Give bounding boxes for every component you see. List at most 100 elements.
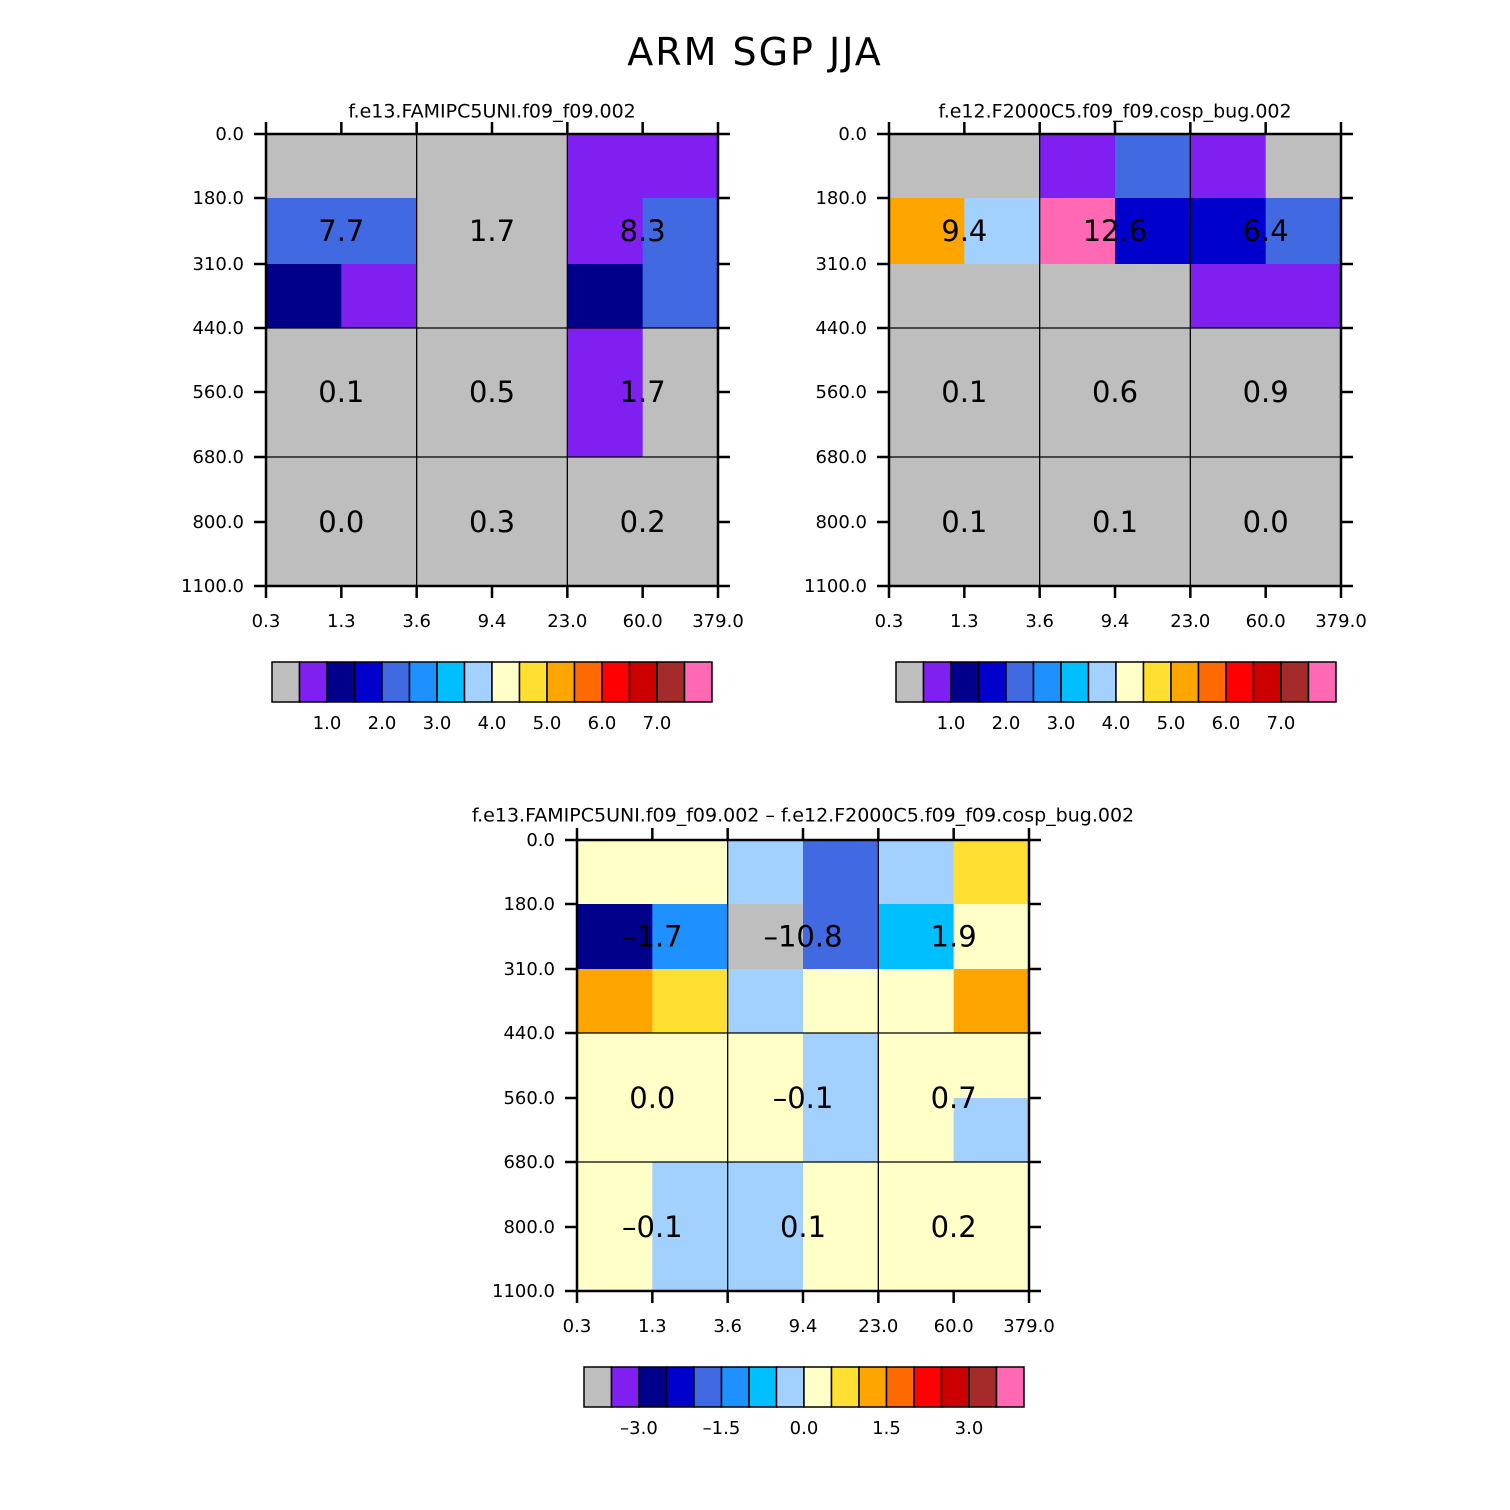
y-tick-label: 310.0: [192, 254, 244, 275]
heatmap-cell: [266, 522, 342, 587]
colorbar-label: 6.0: [1212, 713, 1241, 734]
heatmap-cell: [953, 904, 1030, 970]
colorbar-label: 3.0: [423, 713, 452, 734]
colorbar-swatch: [518, 661, 548, 703]
heatmap-cell: [1115, 264, 1191, 329]
heatmap-cell: [803, 904, 879, 970]
y-tick-label: 560.0: [192, 382, 244, 403]
colorbar-swatch: [1115, 661, 1145, 703]
heatmap-cell: [727, 969, 804, 1034]
heatmap-cell: [416, 328, 493, 393]
heatmap-cell: [577, 904, 653, 970]
heatmap-cell: [889, 457, 965, 523]
cell-value-label: –0.1: [773, 1081, 834, 1115]
colorbar-swatch: [381, 661, 411, 703]
colorbar: –3.0 –1.5 0.0 1.5 3.0: [583, 1366, 1025, 1439]
heatmap-cell: [889, 198, 965, 265]
y-tick-label: 440.0: [192, 318, 244, 339]
panel-3: f.e13.FAMIPC5UNI.f09_f09.002 – f.e12.F20…: [472, 805, 1134, 1440]
heatmap-cell: [642, 457, 719, 523]
heatmap-cell: [492, 198, 568, 265]
heatmap-cell: [266, 457, 342, 523]
colorbar-label: –1.5: [703, 1418, 741, 1439]
y-tick-label: 680.0: [503, 1152, 555, 1173]
heatmap-cell: [803, 840, 879, 905]
heatmap-cell: [953, 1162, 1030, 1228]
heatmap-cell: [341, 522, 418, 587]
panel-title: f.e13.FAMIPC5UNI.f09_f09.002 – f.e12.F20…: [472, 805, 1134, 827]
y-tick-label: 560.0: [815, 382, 867, 403]
colorbar-label: 1.5: [872, 1418, 901, 1439]
colorbar-label: 4.0: [1102, 713, 1131, 734]
heatmap-cell: [878, 969, 955, 1034]
heatmap-cell: [567, 392, 644, 458]
y-tick-label: 0.0: [838, 124, 867, 145]
colorbar-swatch: [1225, 661, 1255, 703]
heatmap-cell: [341, 134, 418, 199]
heatmap-cell: [1115, 522, 1191, 587]
colorbar: 1.0 2.0 3.0 4.0 5.0 6.0 7.0: [895, 661, 1337, 734]
colorbar-swatch: [601, 661, 631, 703]
colorbar-swatch: [1280, 661, 1310, 703]
heatmap-cell: [642, 328, 719, 393]
heatmap-cell: [878, 1227, 955, 1292]
heatmap-cell: [577, 1227, 653, 1292]
heatmap-cell: [953, 969, 1030, 1034]
colorbar-swatch: [1032, 661, 1062, 703]
cell-value-label: 0.2: [931, 1210, 977, 1244]
heatmap-cell: [341, 198, 418, 265]
colorbar-swatch: [1197, 661, 1227, 703]
x-tick-label: 1.3: [950, 611, 979, 632]
cell-value-label: 0.1: [941, 505, 987, 539]
y-tick-label: 310.0: [815, 254, 867, 275]
cell-value-label: 12.6: [1083, 214, 1148, 248]
heatmap-cell: [889, 264, 965, 329]
y-tick-label: 1100.0: [492, 1281, 555, 1302]
colorbar-label: 3.0: [1047, 713, 1076, 734]
y-tick-label: 1100.0: [804, 576, 867, 597]
heatmap-cell: [1039, 328, 1116, 393]
x-tick-label: 379.0: [692, 611, 744, 632]
cell-value-label: 7.7: [318, 214, 364, 248]
y-tick-label: 800.0: [815, 512, 867, 533]
colorbar-swatch: [1087, 661, 1117, 703]
heatmap-cell: [642, 264, 719, 329]
cell-value-label: 0.7: [931, 1081, 977, 1115]
colorbar-swatch: [436, 661, 466, 703]
heatmap-cell: [652, 1033, 729, 1099]
y-tick-label: 800.0: [192, 512, 244, 533]
cell-value-label: 1.7: [620, 375, 666, 409]
heatmap-cell: [1115, 457, 1191, 523]
cell-value-label: –1.7: [622, 920, 683, 954]
colorbar-swatch: [656, 661, 686, 703]
colorbar-swatch: [665, 1366, 695, 1408]
heatmap-cell: [492, 457, 568, 523]
heatmap-cell: [1265, 522, 1342, 587]
colorbar-swatch: [830, 1366, 860, 1408]
colorbar-swatch: [693, 1366, 723, 1408]
heatmap-cell: [652, 969, 729, 1034]
colorbar-label: 0.0: [790, 1418, 819, 1439]
heatmap-cell: [652, 1098, 729, 1163]
heatmap-cell: [652, 904, 729, 970]
heatmap-cell: [1190, 264, 1267, 329]
x-tick-label: 60.0: [623, 611, 663, 632]
heatmap-cell: [642, 134, 719, 199]
heatmap-cell: [341, 328, 418, 393]
heatmap-cell: [567, 457, 644, 523]
heatmap-cell: [1115, 134, 1191, 199]
y-tick-label: 560.0: [503, 1088, 555, 1109]
heatmap-cell: [889, 392, 965, 458]
heatmap-cell: [1190, 392, 1267, 458]
heatmap-cell: [889, 522, 965, 587]
heatmap-cell: [964, 457, 1041, 523]
colorbar: 1.0 2.0 3.0 4.0 5.0 6.0 7.0: [271, 661, 713, 734]
colorbar-swatch: [491, 661, 521, 703]
colorbar-label: 7.0: [643, 713, 672, 734]
panel-2: f.e12.F2000C5.f09_f09.cosp_bug.002 0.0 180…: [804, 101, 1367, 735]
heatmap-cell: [1039, 457, 1116, 523]
heatmap-cell: [1115, 392, 1191, 458]
heatmap-cell: [803, 1227, 879, 1292]
heatmap-cell: [492, 522, 568, 587]
